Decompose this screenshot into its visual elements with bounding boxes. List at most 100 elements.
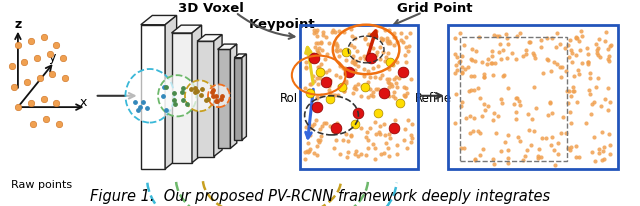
Point (542, 58, 552, 61)
Point (190, 90, 200, 94)
Point (335, 48, 345, 51)
Point (603, 108, 613, 111)
Point (401, 36, 411, 39)
Point (312, 105, 322, 109)
Point (161, 86, 172, 89)
Point (577, 62, 587, 65)
Point (598, 150, 608, 153)
Point (493, 115, 503, 118)
Polygon shape (172, 25, 202, 33)
Point (178, 87, 188, 90)
Point (302, 149, 312, 152)
Point (474, 35, 484, 39)
Point (559, 47, 570, 50)
Point (324, 69, 334, 72)
Point (196, 94, 206, 97)
Point (378, 50, 388, 54)
Point (473, 129, 483, 132)
Point (331, 139, 341, 142)
Point (363, 80, 373, 84)
Point (321, 70, 331, 73)
Point (404, 45, 414, 48)
Point (158, 94, 168, 97)
Point (207, 88, 218, 91)
Bar (300, 25, 418, 169)
Point (365, 126, 375, 129)
Ellipse shape (185, 80, 214, 111)
Point (406, 134, 416, 137)
Point (547, 36, 557, 39)
Point (450, 52, 460, 56)
Point (304, 149, 314, 153)
Point (538, 136, 548, 140)
Point (490, 61, 500, 65)
Point (339, 89, 349, 93)
Point (301, 67, 312, 70)
Point (208, 94, 218, 97)
Point (583, 60, 593, 63)
Point (459, 43, 469, 47)
Point (512, 34, 522, 37)
Point (383, 81, 394, 84)
Point (380, 59, 390, 62)
Point (319, 122, 329, 125)
Point (60, 77, 70, 80)
Point (317, 125, 327, 128)
Point (361, 87, 371, 90)
Point (332, 49, 342, 53)
Point (312, 95, 322, 98)
Point (584, 77, 595, 80)
Point (383, 39, 394, 43)
Point (346, 34, 356, 38)
Point (561, 132, 571, 135)
Point (318, 33, 328, 37)
Point (190, 87, 200, 90)
Point (591, 85, 601, 89)
Point (383, 94, 394, 97)
Point (590, 159, 600, 163)
Point (530, 56, 540, 59)
Point (511, 57, 522, 60)
Point (303, 151, 314, 154)
Point (328, 94, 338, 97)
Point (343, 139, 353, 143)
Point (547, 69, 557, 72)
Point (392, 40, 403, 44)
Point (493, 50, 504, 53)
Point (369, 120, 380, 124)
Point (522, 148, 532, 152)
Point (570, 36, 580, 39)
Point (324, 97, 335, 101)
Point (511, 117, 522, 120)
Point (469, 117, 479, 120)
Point (556, 66, 566, 69)
Point (384, 67, 394, 70)
Point (379, 92, 389, 96)
Point (6, 64, 17, 68)
Point (350, 122, 360, 125)
Point (487, 54, 497, 57)
Point (480, 108, 490, 111)
Point (316, 41, 326, 44)
Point (368, 47, 378, 50)
Point (330, 30, 340, 34)
Point (58, 56, 68, 59)
Point (339, 30, 349, 34)
Point (463, 65, 473, 68)
Point (465, 75, 476, 78)
Point (545, 101, 556, 105)
Point (330, 42, 340, 45)
Point (392, 86, 403, 89)
Point (450, 36, 460, 40)
Point (565, 39, 575, 42)
Point (467, 47, 477, 50)
Point (359, 68, 369, 71)
Point (368, 94, 378, 97)
Point (312, 144, 322, 147)
Point (536, 46, 547, 49)
Point (371, 132, 381, 136)
Point (346, 28, 356, 31)
Text: 3D Voxel: 3D Voxel (179, 2, 244, 15)
Point (313, 82, 323, 85)
Point (532, 156, 543, 159)
